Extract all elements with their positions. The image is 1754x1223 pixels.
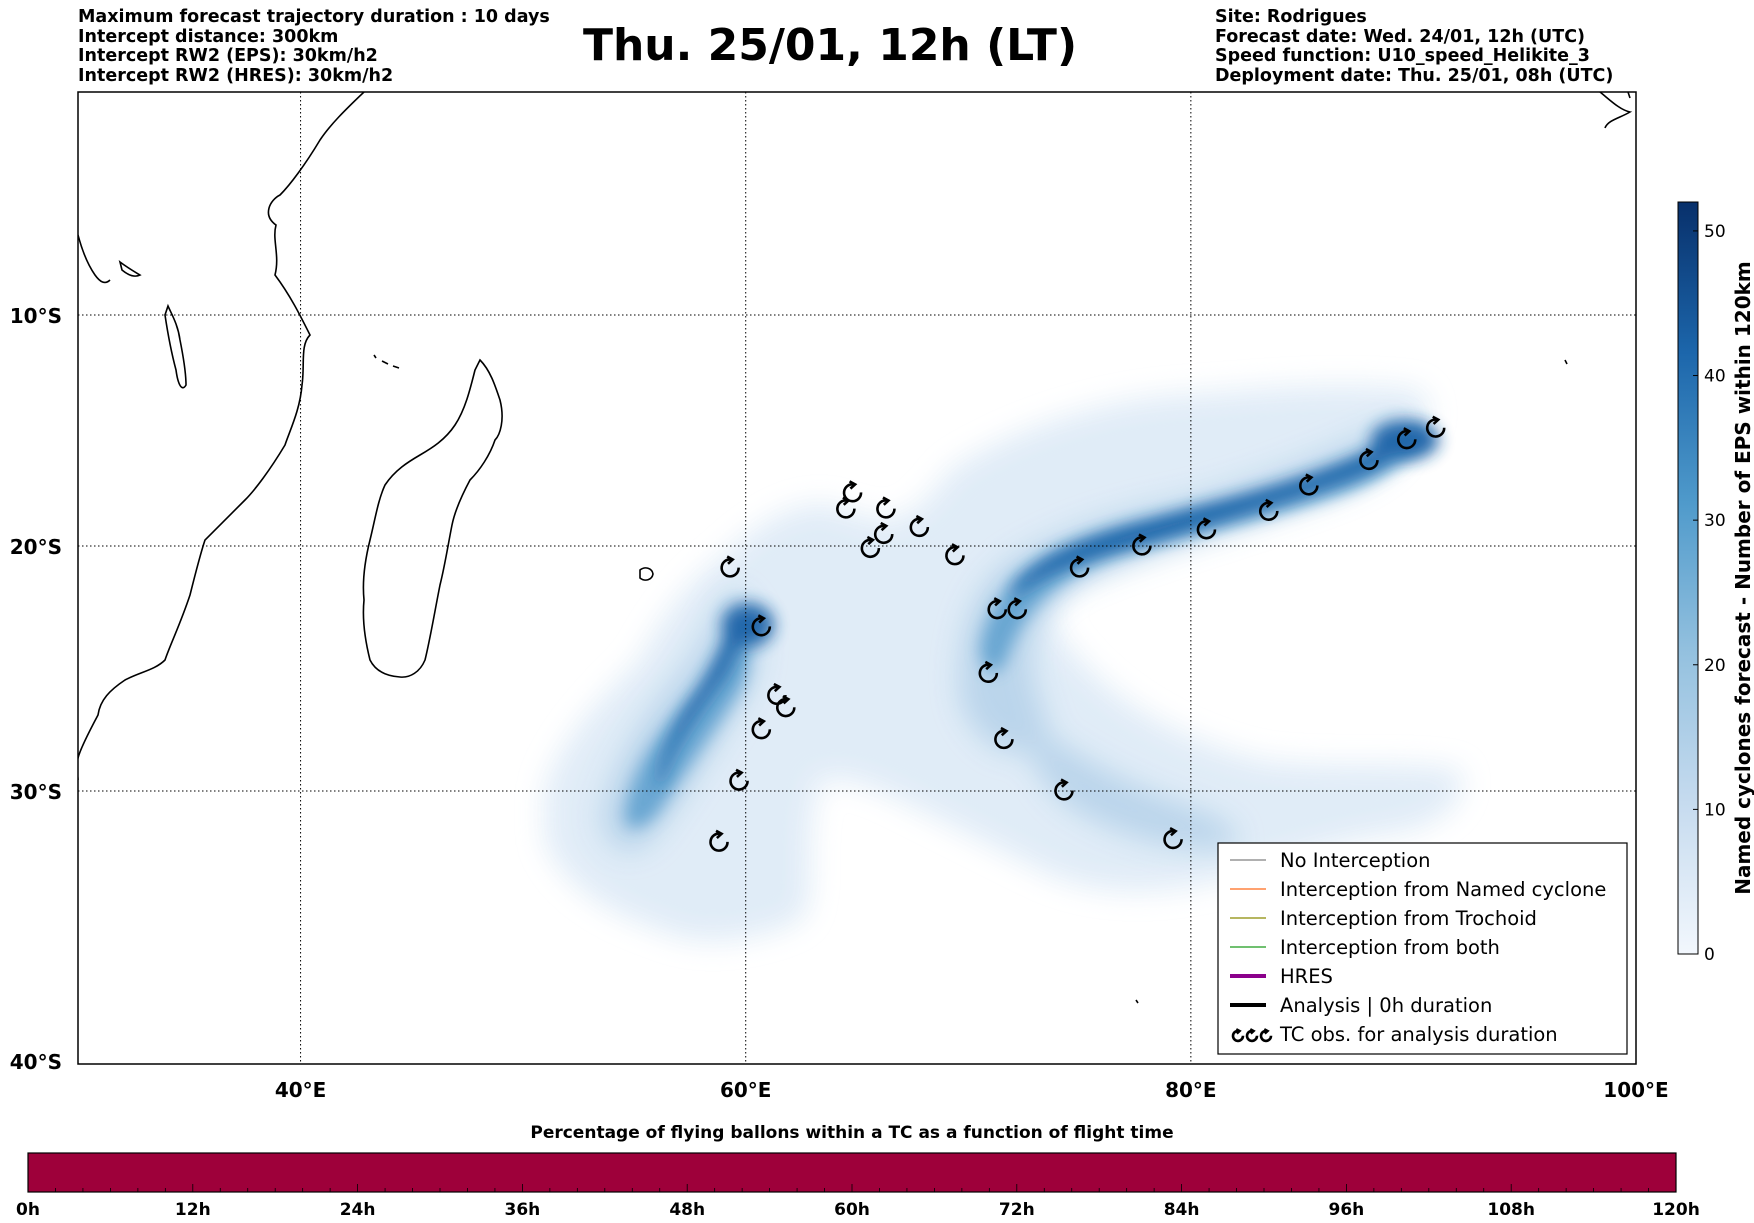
cyclone-obs-marker [987, 597, 1008, 620]
coastline-zanzibar [164, 303, 187, 389]
coastline-islands-south [1135, 999, 1139, 1004]
cyclone-icon [1245, 1028, 1259, 1043]
coastline-lake [118, 260, 142, 277]
bottom-bar-tick-label: 96h [1329, 1200, 1365, 1220]
cyclone-obs-marker [860, 535, 881, 559]
header-right-line: Speed function: U10_speed_Helikite_3 [1215, 46, 1590, 66]
cyclone-obs-marker [876, 496, 896, 519]
colorbar-tick-label: 30 [1704, 511, 1726, 531]
page-title: Thu. 25/01, 12h (LT) [582, 20, 1078, 71]
lon-label: 60°E [720, 1078, 772, 1102]
coastline-reunion [639, 567, 654, 581]
bottom-bar-tick-label: 12h [175, 1200, 211, 1220]
cyclone-obs-marker [1007, 597, 1028, 620]
coastline-kenya [78, 234, 111, 284]
colorbar-gradient [1677, 201, 1699, 955]
cyclone-obs-marker [1069, 555, 1090, 578]
bottom-bar-tick-label: 36h [505, 1200, 541, 1220]
map-frame [77, 91, 1637, 1065]
bottom-bar-tick-label: 120h [1652, 1200, 1700, 1220]
cyclone-obs-marker [776, 695, 796, 718]
lon-label: 100°E [1603, 1078, 1668, 1102]
lon-label: 80°E [1165, 1078, 1217, 1102]
header-right-line: Site: Rodrigues [1215, 7, 1367, 27]
bottom-bar-tick-label: 24h [340, 1200, 376, 1220]
density-field [545, 385, 1462, 941]
lon-label: 40°E [275, 1078, 327, 1102]
coastline-madagascar [362, 358, 503, 678]
colorbar-tick-label: 10 [1704, 800, 1726, 820]
cyclone-obs-marker [751, 614, 772, 637]
bottom-bar-tick-label: 72h [999, 1200, 1035, 1220]
cyclone-obs-marker [1425, 415, 1446, 438]
cyclone-obs-marker [873, 521, 894, 545]
colorbar-tick-label: 50 [1704, 222, 1726, 242]
colorbar-tick-label: 20 [1704, 656, 1726, 676]
legend-label: TC obs. for analysis duration [1279, 1023, 1558, 1046]
bottom-bar-tick-label: 60h [834, 1200, 870, 1220]
bottom-bar-tick-label: 48h [669, 1200, 705, 1220]
cyclone-obs-marker [1132, 533, 1152, 556]
coastlines [78, 92, 1633, 1004]
cyclone-obs-marker [945, 543, 965, 566]
header-left-line: Maximum forecast trajectory duration : 1… [78, 7, 550, 27]
cyclone-obs-marker [1163, 826, 1183, 850]
legend-label: No Interception [1280, 849, 1431, 872]
colorbar-tick-label: 40 [1704, 367, 1726, 387]
header-left-info: Maximum forecast trajectory duration : 1… [78, 7, 550, 86]
cyclone-obs-marker [751, 717, 772, 740]
header-left-line: Intercept distance: 300km [78, 26, 339, 47]
bottom-bar: Percentage of flying ballons within a TC… [16, 1123, 1700, 1220]
coastline-comoros [373, 354, 400, 369]
header-right-line: Forecast date: Wed. 24/01, 12h (UTC) [1215, 26, 1586, 47]
cyclone-obs-marker [994, 726, 1014, 750]
colorbar-label: Named cyclones forecast - Number of EPS … [1731, 261, 1754, 895]
header-right-line: Deployment date: Thu. 25/01, 08h (UTC) [1215, 65, 1614, 86]
legend: No Interception Interception from Named c… [1217, 842, 1628, 1055]
coastline-ne [1599, 92, 1633, 129]
header-left-line: Intercept RW2 (HRES): 30km/h2 [78, 65, 394, 86]
lat-label: 20°S [10, 535, 62, 559]
cyclone-obs-marker [720, 555, 740, 578]
cyclone-obs-marker [836, 496, 856, 519]
legend-label: HRES [1280, 965, 1333, 988]
cyclone-obs-marker [909, 514, 930, 538]
legend-box [1217, 842, 1628, 1055]
lat-label: 10°S [10, 304, 62, 328]
bottom-bar-tick-label: 0h [16, 1200, 40, 1220]
cyclone-obs-marker [1299, 473, 1319, 496]
cyclone-obs-marker [729, 768, 749, 791]
cyclone-icon [1259, 1028, 1273, 1043]
cyclone-obs-marker [1196, 517, 1217, 540]
lat-labels: 10°S 20°S 30°S 40°S [10, 304, 62, 1074]
lat-label: 30°S [10, 780, 62, 804]
legend-label: Analysis | 0h duration [1280, 994, 1492, 1017]
cyclone-obs-marker [978, 660, 999, 684]
bottom-bar-tick-label: 108h [1487, 1200, 1535, 1220]
cyclone-obs-marker [1397, 427, 1417, 450]
cyclone-obs-marker [1054, 778, 1074, 801]
legend-label: Interception from both [1280, 936, 1500, 959]
coastline-africa [78, 92, 365, 780]
bottom-bar-title: Percentage of flying ballons within a TC… [530, 1123, 1173, 1143]
lat-label: 40°S [10, 1050, 62, 1074]
cyclone-markers [709, 415, 1446, 852]
cyclone-icon [1231, 1028, 1245, 1043]
legend-label: Interception from Named cyclone [1280, 878, 1606, 901]
header-left-line: Intercept RW2 (EPS): 30km/h2 [78, 46, 378, 66]
coastline-rodrigues [1564, 359, 1568, 365]
header-right-info: Site: Rodrigues Forecast date: Wed. 24/0… [1215, 7, 1614, 86]
colorbar-tick-label: 0 [1704, 945, 1715, 965]
cyclone-obs-marker [1259, 498, 1279, 521]
lon-labels: 40°E 60°E 80°E 100°E [275, 1078, 1669, 1102]
legend-label: Interception from Trochoid [1280, 907, 1537, 930]
cyclone-obs-marker [1359, 447, 1379, 471]
bottom-bar-tick-label: 84h [1164, 1200, 1200, 1220]
cyclone-obs-marker [709, 829, 729, 852]
